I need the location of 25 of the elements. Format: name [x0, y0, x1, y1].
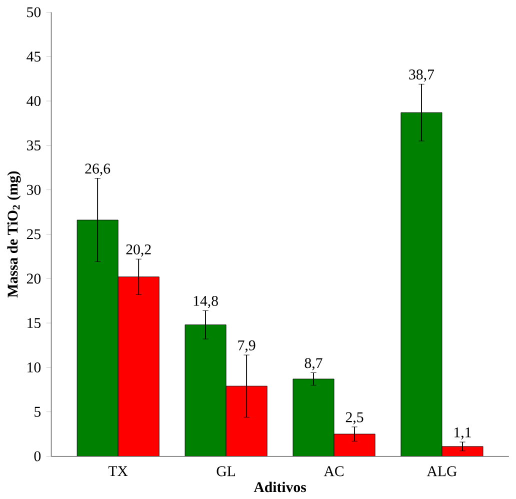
y-tick-label: 30: [27, 184, 41, 195]
x-tick-label: TX: [108, 466, 128, 476]
y-tick-label: 40: [26, 96, 41, 106]
y-tick-label: 5: [34, 406, 41, 417]
data-label: 14,8: [194, 296, 218, 308]
y-tick-label: 50: [27, 7, 41, 18]
data-label: 2,5: [346, 412, 364, 424]
data-label: 7,9: [238, 340, 256, 352]
y-tick-label: 35: [27, 140, 41, 150]
y-tick-label: 45: [26, 51, 41, 62]
x-tick-label: ALG: [426, 466, 457, 476]
y-tick-label: 25: [26, 229, 41, 239]
data-label: 8,7: [304, 358, 322, 370]
data-label: 26,6: [85, 163, 110, 176]
data-label: 20,2: [126, 244, 151, 256]
data-label: 38,7: [409, 69, 434, 82]
y-axis-title: Massa de TiO$_{2}$ (mg): [7, 171, 21, 298]
y-tick-label: 15: [28, 318, 41, 328]
x-axis-title: Aditivos: [254, 482, 306, 492]
y-tick-label: 20: [26, 273, 41, 284]
y-tick-label: 10: [28, 362, 41, 372]
x-tick-label: GL: [216, 466, 236, 476]
x-tick-label: AC: [324, 466, 344, 476]
y-tick-label: 0: [34, 451, 41, 462]
data-label: 1,1: [454, 427, 471, 440]
